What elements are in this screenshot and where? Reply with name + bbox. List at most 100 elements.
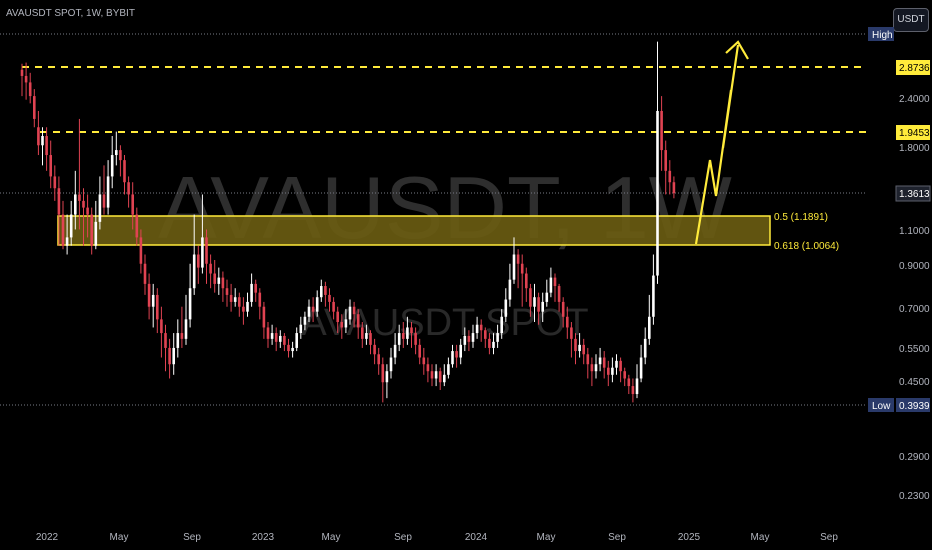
candle-body <box>381 364 385 383</box>
candle-body <box>648 316 651 339</box>
price-tick: 1.1000 <box>899 226 930 237</box>
candle-body <box>393 344 397 358</box>
time-tick: May <box>322 532 341 543</box>
candle-body <box>106 176 110 208</box>
time-tick: Sep <box>608 532 626 543</box>
candle-body <box>545 292 549 302</box>
candle-body <box>86 207 89 215</box>
price-tick: 2.4000 <box>899 94 930 105</box>
candle-body <box>586 354 590 365</box>
candle-body <box>566 316 569 328</box>
candle-body <box>135 214 139 238</box>
candle-body <box>57 188 61 215</box>
price-tick: 0.4500 <box>899 377 930 388</box>
resistance-label-upper-text: 2.8736 <box>899 63 930 74</box>
candle-body <box>332 301 335 312</box>
candle-body <box>430 371 434 379</box>
price-axis[interactable]: 2.4000 1.8000 1.1000 0.9000 0.7000 0.550… <box>868 27 931 502</box>
candle-body <box>324 286 327 295</box>
candle-body <box>668 170 672 183</box>
candle-body <box>94 221 98 246</box>
candle-body <box>590 364 594 372</box>
candle-body <box>361 327 364 339</box>
candle-body <box>147 283 151 307</box>
candle-body <box>168 347 171 365</box>
candle-body <box>385 371 389 383</box>
candle-body <box>295 333 298 348</box>
candle-body <box>557 286 561 302</box>
candle-body <box>512 254 516 280</box>
candle-body <box>402 333 405 339</box>
time-tick: May <box>751 532 770 543</box>
candle-body <box>475 324 479 334</box>
candle-body <box>143 263 147 284</box>
candle-body <box>397 333 401 345</box>
candle-body <box>274 333 278 342</box>
fib-zone-box <box>57 215 771 246</box>
candle-body <box>45 136 48 156</box>
candle-body <box>451 351 454 365</box>
time-tick: May <box>110 532 129 543</box>
candle-body <box>467 335 471 342</box>
candle-body <box>664 150 667 171</box>
candle-body <box>418 344 421 358</box>
candle-body <box>631 386 635 395</box>
candle-body <box>291 347 294 352</box>
candle-body <box>172 347 175 365</box>
projection-arrowhead <box>725 40 749 60</box>
candle-body <box>328 294 331 302</box>
candlestick-series <box>20 41 676 403</box>
candle-body <box>377 354 380 365</box>
watermark-subtitle: AVAUSDT SPOT <box>301 302 588 344</box>
candle-body <box>627 378 631 387</box>
candle-body <box>192 254 196 289</box>
low-price-tag-text: 0.3939 <box>899 401 930 412</box>
candle-body <box>151 294 155 307</box>
candle-body <box>119 150 122 161</box>
candle-body <box>250 283 253 302</box>
candle-body <box>561 301 565 317</box>
candle-body <box>459 344 462 358</box>
candle-body <box>529 288 532 307</box>
candle-body <box>270 333 274 339</box>
candle-body <box>315 297 319 312</box>
candle-body <box>356 314 360 328</box>
candle-body <box>344 319 348 328</box>
candle-body <box>184 319 188 339</box>
candle-body <box>303 316 307 325</box>
candle-body <box>455 351 458 358</box>
candle-body <box>217 277 221 284</box>
candle-body <box>262 306 266 328</box>
low-tag-label: Low <box>872 401 891 412</box>
candle-body <box>533 297 536 307</box>
candle-body <box>656 110 659 276</box>
candle-body <box>496 333 499 342</box>
candle-body <box>537 297 540 312</box>
time-tick: Sep <box>820 532 838 543</box>
candle-body <box>352 306 356 315</box>
candle-body <box>24 75 28 83</box>
time-axis[interactable]: 2022 May Sep 2023 May Sep 2024 May Sep 2… <box>36 532 838 543</box>
candle-body <box>660 110 663 151</box>
candle-body <box>373 344 376 355</box>
current-price-tag-text: 1.3613 <box>899 189 930 200</box>
candle-body <box>238 297 241 307</box>
candle-body <box>639 357 643 379</box>
candle-body <box>197 254 200 268</box>
candle-body <box>484 330 487 339</box>
candle-body <box>520 263 524 274</box>
candle-body <box>320 286 323 298</box>
candle-body <box>41 136 44 146</box>
candle-body <box>488 338 491 348</box>
candle-body <box>279 335 282 342</box>
candle-body <box>37 127 40 146</box>
candle-body <box>233 297 237 302</box>
candle-body <box>508 279 512 300</box>
candle-body <box>525 273 528 289</box>
candle-body <box>307 306 311 317</box>
candle-body <box>311 306 315 312</box>
time-tick: 2023 <box>252 532 275 543</box>
candle-body <box>299 324 303 334</box>
currency-selector-button[interactable]: USDT <box>893 8 929 32</box>
